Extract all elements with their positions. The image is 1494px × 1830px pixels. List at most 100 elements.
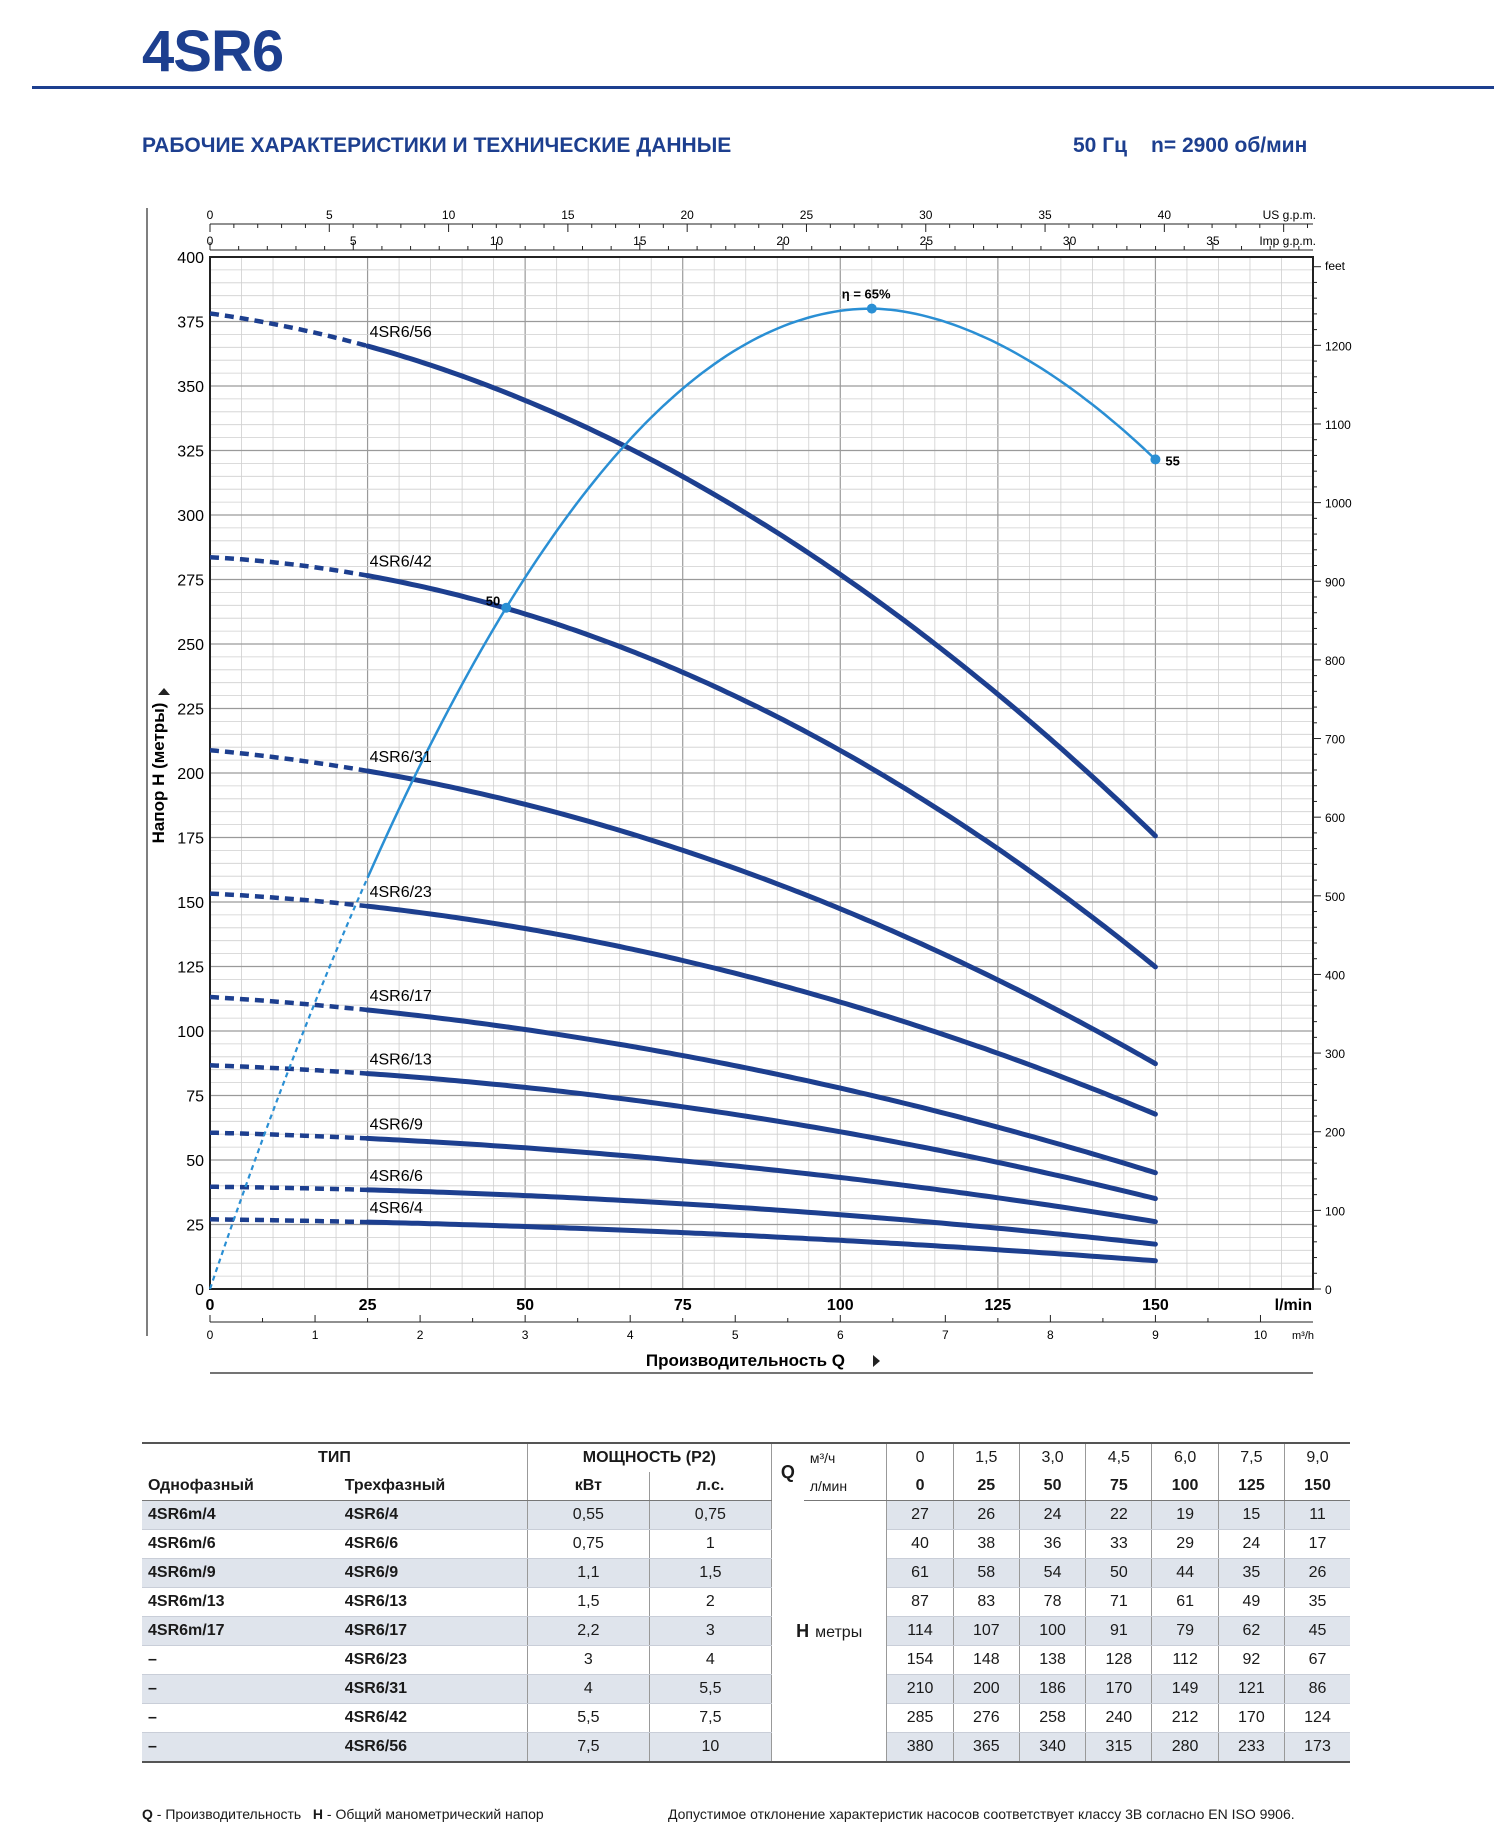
head-cell: 58	[953, 1558, 1020, 1588]
q-lmin-cell: 25	[953, 1472, 1020, 1501]
feet-tick-label: 0	[1325, 1283, 1332, 1297]
head-cell: 138	[1019, 1645, 1087, 1675]
hp-cell: 4	[649, 1645, 772, 1675]
single-phase-header: Однофазный	[142, 1472, 339, 1501]
kw-cell: 5,5	[527, 1703, 650, 1733]
three-phase-cell: 4SR6/23	[338, 1645, 528, 1675]
head-cell: 40	[886, 1529, 954, 1559]
head-curve-dashed	[209, 994, 368, 1013]
imp-gpm-tick-label: 15	[633, 234, 647, 248]
head-cell: 128	[1085, 1645, 1153, 1675]
q-m3h-cell: 3,0	[1019, 1442, 1087, 1472]
m3h-tick-label: 0	[207, 1328, 214, 1342]
legend-h: H	[312, 1806, 324, 1822]
head-cell: 26	[1284, 1558, 1350, 1588]
head-cell: 24	[1218, 1529, 1286, 1559]
single-phase-cell: 4SR6m/6	[142, 1529, 339, 1559]
three-phase-cell: 4SR6/17	[338, 1616, 528, 1646]
head-curve-dashed	[209, 891, 368, 909]
us-gpm-tick-label: 15	[561, 208, 575, 222]
head-cell: 35	[1284, 1587, 1350, 1617]
y-tick-label: 175	[177, 831, 204, 848]
m3h-tick-label: 2	[417, 1328, 424, 1342]
head-cell: 19	[1151, 1500, 1219, 1530]
head-cell: 107	[953, 1616, 1020, 1646]
head-cell: 121	[1218, 1674, 1286, 1704]
feet-tick-label: 300	[1325, 1047, 1345, 1061]
us-gpm-unit: US g.p.m.	[1263, 208, 1316, 222]
h-unit: метры	[815, 1623, 863, 1641]
head-curve-dashed	[209, 1130, 368, 1141]
efficiency-label: 50	[486, 594, 500, 609]
three-phase-cell: 4SR6/42	[338, 1703, 528, 1733]
power-header: МОЩНОСТЬ (P2)	[527, 1442, 772, 1472]
feet-tick-label: 900	[1325, 575, 1345, 589]
imp-gpm-tick-label: 10	[490, 234, 504, 248]
feet-unit-label: feet	[1325, 259, 1346, 273]
head-cell: 258	[1019, 1703, 1087, 1733]
single-phase-cell: –	[142, 1674, 339, 1704]
frequency-label: 50 Гц	[1073, 134, 1128, 157]
hp-cell: 1	[649, 1529, 772, 1559]
kw-cell: 1,1	[527, 1558, 650, 1588]
imp-gpm-unit: Imp g.p.m.	[1259, 234, 1316, 248]
q-lmin-cell: 50	[1019, 1472, 1087, 1501]
head-curve-dashed	[209, 555, 368, 578]
head-cell: 61	[1151, 1587, 1219, 1617]
y-tick-label: 100	[177, 1024, 204, 1041]
head-cell: 92	[1218, 1645, 1286, 1675]
head-cell: 62	[1218, 1616, 1286, 1646]
head-curve-4sr6-23	[365, 903, 1158, 1117]
head-cell: 280	[1151, 1732, 1219, 1763]
head-curve-4sr6-9	[365, 1135, 1158, 1225]
hp-cell: 3	[649, 1616, 772, 1646]
unit-lmin: л/мин	[803, 1472, 888, 1501]
head-cell: 24	[1019, 1500, 1087, 1530]
single-phase-cell: 4SR6m/9	[142, 1558, 339, 1588]
efficiency-curve-dashed	[208, 877, 369, 1290]
feet-tick-label: 800	[1325, 654, 1345, 668]
kw-cell: 0,75	[527, 1529, 650, 1559]
y-tick-label: 150	[177, 895, 204, 912]
head-curve-4sr6-4	[365, 1219, 1158, 1264]
type-header: ТИП	[142, 1442, 528, 1472]
table-row: 4SR6m/13 4SR6/13 1,5 2 87 83 78 71 61 49 35	[142, 1587, 1350, 1617]
plot-frame	[209, 256, 1314, 1290]
imp-gpm-tick-label: 25	[920, 234, 934, 248]
m3h-tick-label: 4	[627, 1328, 634, 1342]
feet-tick-label: 1100	[1325, 418, 1351, 432]
head-cell: 33	[1085, 1529, 1153, 1559]
us-gpm-tick-label: 35	[1038, 208, 1052, 222]
head-cell: 15	[1218, 1500, 1286, 1530]
head-cell: 285	[886, 1703, 954, 1733]
head-cell: 38	[953, 1529, 1020, 1559]
head-cell: 35	[1218, 1558, 1286, 1588]
x-axis-title: Производительность Q	[646, 1351, 845, 1370]
us-gpm-tick-label: 0	[207, 208, 214, 222]
curve-label: 4SR6/6	[370, 1168, 423, 1185]
efficiency-peak-label: η = 65%	[842, 287, 891, 302]
efficiency-point	[1150, 454, 1161, 465]
head-cell: 83	[953, 1587, 1020, 1617]
head-cell: 36	[1019, 1529, 1087, 1559]
feet-tick-label: 600	[1325, 811, 1345, 825]
y-tick-label: 0	[195, 1282, 204, 1299]
head-cell: 124	[1284, 1703, 1350, 1733]
head-curve-4sr6-31	[365, 768, 1158, 1067]
head-curve-dashed	[209, 1184, 368, 1193]
kw-header: кВт	[527, 1472, 650, 1501]
footer-tolerance: Допустимое отклонение характеристик насо…	[668, 1806, 1295, 1822]
x-tick-label: 25	[359, 1297, 377, 1314]
curve-label: 4SR6/31	[370, 749, 432, 766]
head-cell: 22	[1085, 1500, 1153, 1530]
hp-header: л.с.	[649, 1472, 772, 1501]
m3h-tick-label: 3	[522, 1328, 529, 1342]
head-cell: 50	[1085, 1558, 1153, 1588]
head-cell: 27	[886, 1500, 954, 1530]
x-tick-label: 125	[985, 1297, 1012, 1314]
q-m3h-cell: 6,0	[1151, 1442, 1219, 1472]
q-lmin-cell: 125	[1218, 1472, 1286, 1501]
head-cell: 78	[1019, 1587, 1087, 1617]
table-row: 4SR6m/6 4SR6/6 0,75 1 40 38 36 33 29 24 17	[142, 1529, 1350, 1559]
